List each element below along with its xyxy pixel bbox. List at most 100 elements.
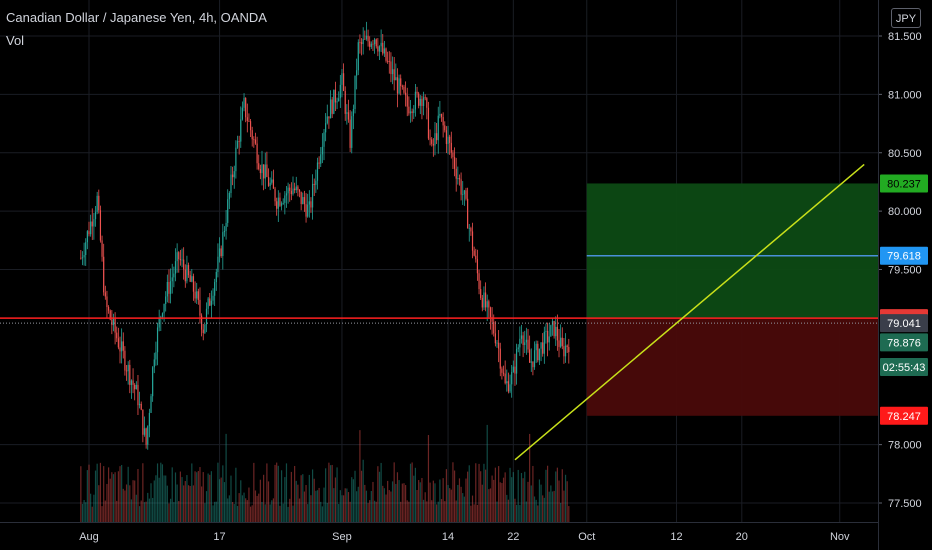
- candle-body: [478, 273, 480, 290]
- volume-indicator-label[interactable]: Vol: [6, 33, 25, 48]
- candle-body: [148, 412, 150, 427]
- volume-bar: [187, 485, 190, 522]
- candle-body: [134, 384, 136, 390]
- price-label-bg: [880, 406, 928, 425]
- volume-bar: [85, 502, 87, 522]
- candle-body: [339, 84, 341, 99]
- volume-bar: [455, 500, 457, 522]
- volume-bar: [359, 430, 361, 522]
- volume-bar: [427, 435, 430, 522]
- candle-body: [509, 384, 511, 392]
- volume-bar: [512, 472, 514, 522]
- volume-bar: [462, 493, 464, 522]
- volume-bar: [241, 495, 244, 522]
- candle-body: [522, 335, 524, 346]
- volume-bar: [129, 485, 131, 522]
- price-tick-label: 80.500: [888, 148, 922, 160]
- volume-bar: [204, 503, 206, 522]
- candle-body: [183, 259, 185, 270]
- candle-body: [393, 69, 395, 81]
- volume-bar: [279, 505, 281, 522]
- volume-bar: [339, 490, 341, 522]
- candle-body: [311, 183, 314, 208]
- volume-bar: [103, 466, 105, 522]
- volume-bar: [302, 474, 304, 522]
- volume-bar: [116, 500, 118, 522]
- candle-body: [465, 190, 467, 199]
- candle-body: [333, 89, 335, 114]
- candle-body: [80, 257, 82, 259]
- candle-body: [558, 340, 560, 347]
- volume-bar: [473, 504, 475, 522]
- time-tick-label: 20: [736, 531, 748, 543]
- candle-body: [462, 194, 464, 196]
- volume-bar: [83, 500, 85, 522]
- candle-body: [385, 48, 387, 61]
- candle-body: [483, 292, 485, 308]
- candle-body: [467, 198, 469, 229]
- candle-body: [491, 317, 493, 322]
- volume-bar: [491, 475, 493, 522]
- volume-bar: [369, 500, 371, 522]
- candle-body: [365, 35, 368, 40]
- candle-body: [380, 42, 382, 47]
- volume-bar: [90, 493, 92, 522]
- candle-body: [450, 142, 452, 153]
- time-axis: Aug 17 Sep 14 22 Oct 12 20 Nov: [79, 531, 850, 543]
- candle-body: [316, 162, 319, 181]
- volume-bar: [135, 494, 137, 522]
- candle-body: [406, 95, 408, 107]
- candle-body: [156, 327, 159, 353]
- volume-bar: [191, 463, 193, 522]
- candle-body: [364, 38, 366, 40]
- candle-body: [269, 182, 271, 186]
- volume-bar: [401, 483, 403, 522]
- candle-body: [362, 38, 364, 45]
- volume-bar: [267, 481, 270, 522]
- candle-body: [543, 331, 545, 354]
- candle-body: [489, 307, 492, 318]
- volume-bar: [308, 474, 310, 522]
- candle-body: [369, 41, 371, 47]
- volume-bar: [258, 493, 260, 522]
- volume-bar: [251, 505, 253, 522]
- volume-bar: [514, 498, 516, 522]
- volume-bar: [94, 470, 97, 522]
- candle-body: [171, 277, 173, 282]
- candle-body: [266, 164, 268, 177]
- candle-body: [292, 188, 294, 195]
- volume-bar: [527, 481, 529, 522]
- candle-body: [437, 115, 439, 141]
- volume-bar: [147, 492, 149, 522]
- candle-body: [481, 297, 483, 308]
- candle-body: [199, 299, 201, 316]
- volume-bar: [421, 477, 423, 522]
- volume-bar: [365, 490, 368, 522]
- price-tick-label: 79.500: [888, 265, 922, 277]
- volume-bar: [538, 479, 541, 522]
- candle-body: [411, 111, 413, 113]
- symbol-title[interactable]: Canadian Dollar / Japanese Yen, 4h, OAND…: [6, 10, 267, 25]
- candle-body: [457, 178, 459, 179]
- volume-bar: [450, 489, 452, 522]
- candle-body: [81, 257, 84, 259]
- candle-body: [323, 132, 325, 147]
- volume-bar: [447, 484, 449, 522]
- candle-body: [307, 204, 309, 217]
- volume-bar: [486, 424, 488, 522]
- volume-bar: [325, 468, 327, 522]
- volume-bar: [488, 489, 490, 522]
- volume-bar: [553, 490, 555, 522]
- volume-bar: [563, 490, 565, 522]
- volume-bar: [285, 463, 288, 522]
- volume-bar: [336, 467, 338, 522]
- candle-body: [499, 348, 501, 369]
- volume-bar: [249, 506, 252, 522]
- candle-body: [517, 347, 519, 350]
- candle-body: [514, 366, 516, 374]
- candle-body: [215, 272, 217, 283]
- currency-button[interactable]: JPY: [891, 8, 921, 28]
- volume-bar: [264, 504, 266, 522]
- volume-bar: [207, 473, 209, 522]
